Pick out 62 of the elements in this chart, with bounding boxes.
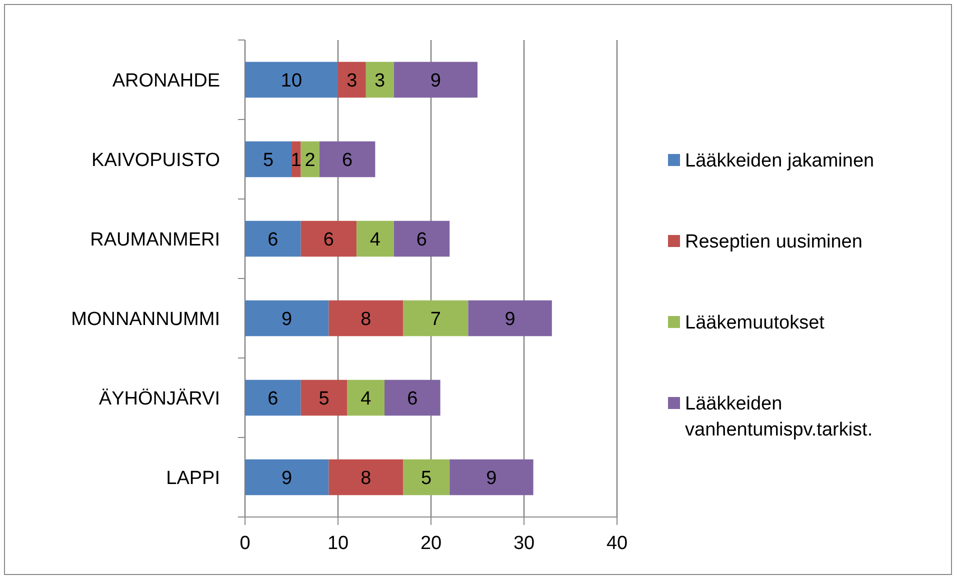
legend-label: Lääkemuutokset xyxy=(685,312,826,334)
bar xyxy=(356,220,394,257)
bar xyxy=(245,300,329,336)
bar xyxy=(245,380,301,416)
x-tick-label: 10 xyxy=(327,532,349,554)
bar xyxy=(319,141,376,178)
legend-label: Reseptien uusiminen xyxy=(685,232,862,253)
legend-label: Lääkkeiden vanhentumispv.tarkist. xyxy=(685,394,873,440)
bar xyxy=(347,380,384,416)
data-label: 3 xyxy=(374,70,386,92)
data-label: 9 xyxy=(282,468,292,489)
data-label: 6 xyxy=(342,150,353,171)
data-label: 2 xyxy=(304,150,316,171)
data-label: 6 xyxy=(268,229,278,250)
data-label: 5 xyxy=(421,468,432,489)
bar xyxy=(394,62,478,98)
data-label: 6 xyxy=(407,388,418,410)
y-tick-label: RAUMANMERI xyxy=(90,229,220,250)
y-tick-label: KAIVOPUISTO xyxy=(92,150,220,171)
bar xyxy=(403,459,450,496)
bar xyxy=(328,300,404,336)
data-label: 7 xyxy=(430,308,441,330)
data-label: 1 xyxy=(290,150,302,171)
data-label: 8 xyxy=(360,308,372,330)
bar xyxy=(245,459,329,496)
data-label: 4 xyxy=(360,388,372,410)
bar xyxy=(300,141,320,178)
bar xyxy=(403,300,468,336)
data-label: 6 xyxy=(268,388,278,410)
bar xyxy=(384,380,440,416)
y-tick-label: LAPPI xyxy=(166,468,220,489)
data-label: 9 xyxy=(504,308,516,330)
bar xyxy=(366,62,394,98)
y-tick-label: ÄYHÖNJÄRVI xyxy=(98,388,220,410)
y-tick-label: MONNANNUMMI xyxy=(71,308,220,330)
x-tick-label: 30 xyxy=(513,532,535,554)
bar xyxy=(300,380,348,416)
bar xyxy=(300,220,357,257)
bar xyxy=(328,459,404,496)
bar xyxy=(245,220,301,257)
bar xyxy=(468,300,552,336)
data-label: 6 xyxy=(416,229,427,250)
data-label: 9 xyxy=(282,308,292,330)
bar xyxy=(394,220,450,257)
bar xyxy=(450,459,534,496)
bar xyxy=(245,62,338,98)
data-label: 5 xyxy=(318,388,330,410)
x-tick-label: 40 xyxy=(606,532,628,554)
bar xyxy=(245,141,292,178)
x-tick-label: 20 xyxy=(420,532,442,554)
bar xyxy=(338,62,366,98)
data-label: 9 xyxy=(430,70,441,92)
data-label: 3 xyxy=(346,70,358,92)
data-label: 9 xyxy=(486,468,497,489)
data-label: 10 xyxy=(280,70,302,92)
data-label: 4 xyxy=(370,229,381,250)
x-tick-label: 0 xyxy=(240,532,250,554)
legend-label: Lääkkeiden jakaminen xyxy=(685,150,874,172)
data-label: 5 xyxy=(262,150,274,171)
data-label: 8 xyxy=(360,468,372,489)
y-tick-label: ARONAHDE xyxy=(112,70,220,92)
data-label: 6 xyxy=(323,229,334,250)
